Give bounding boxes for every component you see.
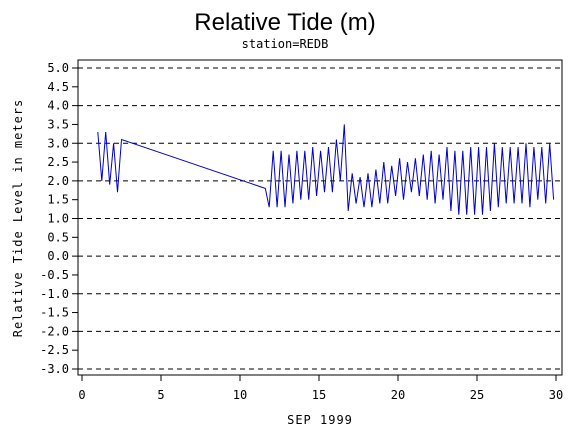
- plot-frame: [77, 59, 563, 376]
- y-tick-label: 0.0: [47, 249, 69, 263]
- series-group: [97, 124, 555, 215]
- x-tick-label: 20: [391, 388, 405, 402]
- y-tick-label: 2.5: [47, 155, 69, 169]
- x-tick-label: 25: [470, 388, 484, 402]
- y-tick-label: -0.5: [40, 268, 69, 282]
- y-tick-label: 3.5: [47, 117, 69, 131]
- y-tick-label: 4.0: [47, 99, 69, 113]
- chart-subtitle: station=REDB: [242, 37, 329, 51]
- y-axis-ticks: 5.0 4.5 4.0 3.5 3.0 2.5 2.0 1.5 1.0 0.5 0.0 -0.5 -1.…: [40, 61, 78, 376]
- gridlines: [78, 67, 562, 370]
- y-tick-label: 4.5: [47, 80, 69, 94]
- y-tick-label: -1.0: [40, 287, 69, 301]
- chart-title: Relative Tide (m): [194, 9, 375, 36]
- tide-series-line: [97, 124, 555, 215]
- y-tick-label: 1.0: [47, 212, 69, 226]
- y-tick-label: 2.0: [47, 174, 69, 188]
- y-tick-label: 1.5: [47, 193, 69, 207]
- x-tick-label: 0: [78, 388, 85, 402]
- y-tick-label: 3.0: [47, 136, 69, 150]
- y-axis-label: Relative Tide Level in meters: [11, 99, 25, 338]
- y-tick-label: 0.5: [47, 230, 69, 244]
- x-tick-label: 15: [312, 388, 326, 402]
- y-tick-label: -3.0: [40, 362, 69, 376]
- x-tick-label: 5: [157, 388, 164, 402]
- x-tick-label: 30: [549, 388, 563, 402]
- y-tick-label: -2.0: [40, 324, 69, 338]
- x-axis-label: SEP 1999: [287, 413, 353, 427]
- x-tick-label: 10: [233, 388, 247, 402]
- y-tick-label: -1.5: [40, 306, 69, 320]
- x-axis-ticks: 0 5 10 15 20 25 30: [78, 375, 563, 402]
- y-tick-label: -2.5: [40, 343, 69, 357]
- y-tick-label: 5.0: [47, 61, 69, 75]
